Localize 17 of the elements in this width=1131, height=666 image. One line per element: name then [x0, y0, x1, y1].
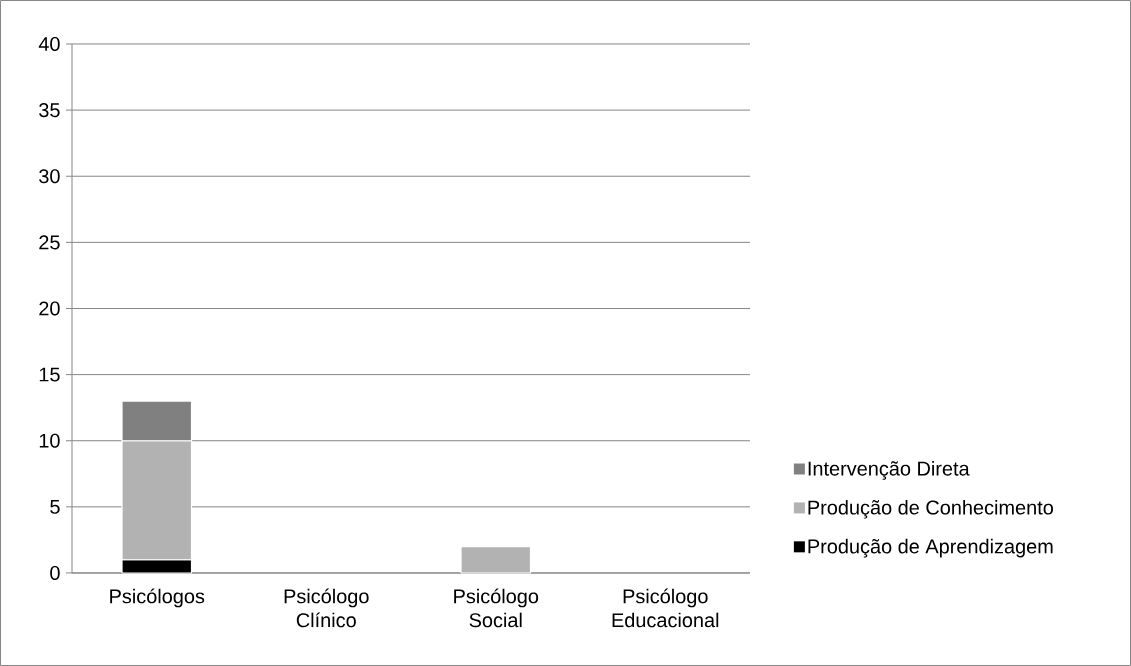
bar — [460, 545, 532, 574]
y-tick-label: 0 — [50, 565, 60, 581]
y-tick-label: 40 — [38, 36, 60, 52]
y-tick-label: 5 — [50, 499, 60, 514]
y-tick-label: 15 — [39, 367, 60, 382]
legend-label: Produção de Conhecimento — [808, 499, 1053, 519]
x-tick-label: Psicólogo Social — [454, 588, 539, 628]
x-tick-label: Psicólogo Clínico — [284, 588, 369, 628]
y-tick-label: 20 — [39, 301, 60, 316]
y-tick-label: 25 — [39, 235, 60, 250]
x-tick-label: Psicólogos — [110, 588, 205, 608]
y-tick-label: 10 — [39, 433, 60, 448]
y-tick-label: 35 — [39, 103, 60, 118]
legend-label: Intervenção Direta — [808, 461, 970, 480]
legend-label: Produção de Aprendizagem — [808, 538, 1053, 558]
y-tick-label: 30 — [39, 169, 60, 184]
x-tick-label: Psicólogo Educacional — [612, 588, 719, 628]
